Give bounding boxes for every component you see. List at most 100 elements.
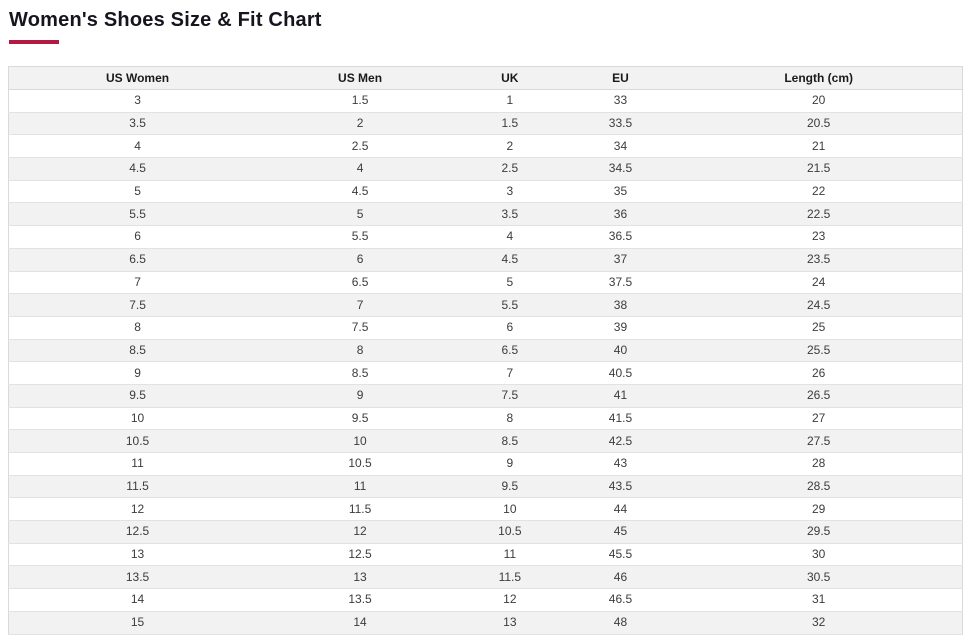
page-title: Women's Shoes Size & Fit Chart [9, 9, 322, 31]
table-cell: 2 [454, 134, 566, 159]
table-row: 10 9.5 8 41.5 27 [8, 407, 963, 431]
table-cell: 10 [8, 407, 267, 431]
table-cell: 9 [8, 361, 267, 385]
table-row: 9 8.5 7 40.5 26 [8, 361, 963, 385]
table-row: 11.5 11 9.5 43.5 28.5 [8, 475, 963, 499]
table-row: 9.5 9 7.5 41 26.5 [8, 384, 963, 408]
table-cell: 40.5 [565, 361, 676, 385]
table-cell: 27.5 [675, 429, 963, 453]
table-row: 12 11.5 10 44 29 [8, 497, 963, 522]
table-row: 5.5 5 3.5 36 22.5 [8, 202, 963, 227]
table-cell: 3 [8, 89, 267, 113]
table-cell: 11.5 [8, 475, 267, 499]
table-cell: 4.5 [266, 180, 455, 204]
table-cell: 31 [675, 588, 963, 612]
table-row: 13.5 13 11.5 46 30.5 [8, 565, 963, 590]
table-cell: 9.5 [8, 384, 267, 408]
table-cell: 13 [8, 543, 267, 567]
table-cell: 45.5 [565, 543, 676, 567]
table-cell: 6.5 [8, 248, 267, 272]
table-cell: 8 [8, 316, 267, 340]
table-cell: 29.5 [675, 520, 963, 544]
table-cell: 40 [565, 339, 676, 363]
table-cell: 7.5 [266, 316, 455, 340]
table-cell: 1.5 [454, 112, 566, 136]
table-cell: 24.5 [675, 293, 963, 317]
table-cell: 12 [8, 497, 267, 522]
table-row: 10.5 10 8.5 42.5 27.5 [8, 429, 963, 453]
column-header: Length (cm) [675, 66, 963, 90]
table-row: 5 4.5 3 35 22 [8, 180, 963, 204]
table-cell: 12.5 [266, 543, 455, 567]
title-accent-underline [9, 40, 59, 44]
table-cell: 9 [454, 452, 566, 476]
table-cell: 30.5 [675, 565, 963, 590]
table-cell: 9.5 [266, 407, 455, 431]
table-cell: 12.5 [8, 520, 267, 544]
table-cell: 10.5 [454, 520, 566, 544]
table-cell: 3.5 [454, 202, 566, 227]
table-cell: 35 [565, 180, 676, 204]
column-header: EU [565, 66, 676, 90]
table-cell: 26.5 [675, 384, 963, 408]
table-cell: 7 [8, 271, 267, 295]
table-cell: 6 [8, 225, 267, 249]
table-cell: 2.5 [266, 134, 455, 159]
table-cell: 28 [675, 452, 963, 476]
table-cell: 10.5 [8, 429, 267, 453]
table-cell: 7 [454, 361, 566, 385]
table-row: 3 1.5 1 33 20 [8, 89, 963, 113]
table-cell: 38 [565, 293, 676, 317]
table-cell: 4 [454, 225, 566, 249]
table-cell: 45 [565, 520, 676, 544]
table-cell: 13 [266, 565, 455, 590]
table-cell: 7.5 [454, 384, 566, 408]
table-cell: 8.5 [8, 339, 267, 363]
table-cell: 46.5 [565, 588, 676, 612]
table-cell: 4 [8, 134, 267, 159]
size-chart-table: US Women US Men UK EU Length (cm) 3 1.5 1 33 20 3… [8, 66, 963, 635]
size-chart-header: US Women US Men UK EU Length (cm) [8, 66, 963, 90]
table-cell: 1 [454, 89, 566, 113]
table-row: 8.5 8 6.5 40 25.5 [8, 339, 963, 363]
table-cell: 44 [565, 497, 676, 522]
table-cell: 13.5 [266, 588, 455, 612]
table-cell: 46 [565, 565, 676, 590]
table-cell: 14 [266, 611, 455, 635]
table-cell: 13 [454, 611, 566, 635]
table-cell: 11.5 [266, 497, 455, 522]
table-cell: 32 [675, 611, 963, 635]
table-cell: 27 [675, 407, 963, 431]
table-row: 8 7.5 6 39 25 [8, 316, 963, 340]
table-cell: 5 [454, 271, 566, 295]
table-row: 12.5 12 10.5 45 29.5 [8, 520, 963, 544]
table-cell: 20 [675, 89, 963, 113]
table-row: 4 2.5 2 34 21 [8, 134, 963, 159]
table-cell: 5.5 [8, 202, 267, 227]
table-cell: 33 [565, 89, 676, 113]
table-row: 6.5 6 4.5 37 23.5 [8, 248, 963, 272]
table-cell: 10 [454, 497, 566, 522]
table-cell: 23.5 [675, 248, 963, 272]
table-cell: 34.5 [565, 157, 676, 181]
table-cell: 3 [454, 180, 566, 204]
header-row: US Women US Men UK EU Length (cm) [8, 66, 963, 90]
table-row: 3.5 2 1.5 33.5 20.5 [8, 112, 963, 136]
table-cell: 4.5 [454, 248, 566, 272]
table-row: 13 12.5 11 45.5 30 [8, 543, 963, 567]
table-cell: 8 [454, 407, 566, 431]
table-row: 7.5 7 5.5 38 24.5 [8, 293, 963, 317]
table-cell: 8.5 [266, 361, 455, 385]
table-cell: 41 [565, 384, 676, 408]
table-cell: 7.5 [8, 293, 267, 317]
table-cell: 5 [266, 202, 455, 227]
table-cell: 12 [266, 520, 455, 544]
table-row: 15 14 13 48 32 [8, 611, 963, 635]
table-cell: 1.5 [266, 89, 455, 113]
table-cell: 11.5 [454, 565, 566, 590]
column-header: US Men [266, 66, 455, 90]
table-cell: 42.5 [565, 429, 676, 453]
table-row: 4.5 4 2.5 34.5 21.5 [8, 157, 963, 181]
table-cell: 24 [675, 271, 963, 295]
